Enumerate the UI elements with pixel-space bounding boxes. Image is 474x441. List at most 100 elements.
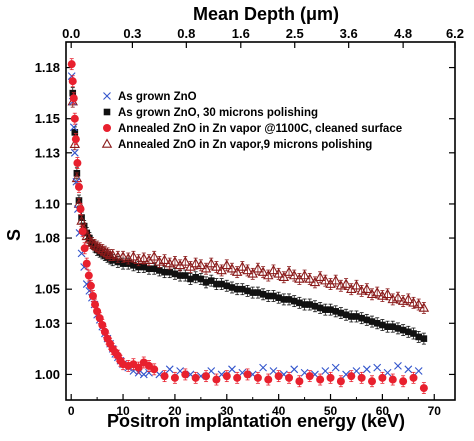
data-point xyxy=(330,275,341,285)
data-point xyxy=(148,251,160,261)
data-point xyxy=(244,287,251,295)
legend-marker-3 xyxy=(101,138,113,148)
data-point xyxy=(309,276,321,287)
legend-label-0: As grown ZnO xyxy=(118,91,197,103)
data-point xyxy=(150,365,159,374)
data-point xyxy=(413,298,424,309)
data-point xyxy=(399,377,408,386)
data-point xyxy=(351,280,362,290)
series-2 xyxy=(67,58,428,394)
data-point xyxy=(84,271,93,280)
y-axis-title: S xyxy=(4,229,24,241)
data-point xyxy=(95,314,104,323)
data-point xyxy=(231,266,243,276)
data-point xyxy=(207,277,215,284)
data-point xyxy=(399,326,407,334)
data-point-stroke xyxy=(414,367,423,375)
data-point xyxy=(283,266,295,276)
data-point xyxy=(382,288,393,299)
data-point xyxy=(161,268,168,276)
data-point xyxy=(420,335,428,342)
x-tick-label: 0 xyxy=(68,404,75,418)
data-point xyxy=(378,373,387,382)
data-point xyxy=(327,306,334,313)
legend-label-1: As grown ZnO, 30 microns polishing xyxy=(118,107,318,119)
data-point-stroke xyxy=(404,365,413,374)
top-tick-label: 1.6 xyxy=(232,26,250,41)
data-point xyxy=(249,289,257,296)
data-point xyxy=(275,294,282,302)
data-point xyxy=(242,264,253,275)
data-point xyxy=(233,285,241,293)
y-tick-label: 1.13 xyxy=(35,145,60,160)
data-point xyxy=(239,285,246,293)
legend-label-3: Annealed ZnO in Zn vapor,9 microns polis… xyxy=(118,139,372,151)
data-point xyxy=(89,239,100,249)
data-point xyxy=(190,257,201,268)
data-point xyxy=(71,129,79,136)
legend-marker-1 xyxy=(103,108,111,116)
data-point xyxy=(270,292,277,300)
data-point xyxy=(299,269,310,280)
data-point xyxy=(415,333,422,341)
data-point xyxy=(150,265,158,273)
x-tick-label: 20 xyxy=(168,404,182,418)
data-point xyxy=(159,254,170,264)
data-point xyxy=(362,365,371,374)
data-point xyxy=(336,377,345,386)
legend: As grown ZnO As grown ZnO, 30 microns pol… xyxy=(101,91,402,151)
data-point xyxy=(320,275,331,285)
x-axis-title: Positron implantation energy (keV) xyxy=(107,411,405,431)
data-point xyxy=(274,372,283,381)
data-point xyxy=(253,373,262,382)
data-point xyxy=(410,330,417,337)
data-point xyxy=(273,268,284,278)
data-point-stroke xyxy=(176,367,184,375)
data-point xyxy=(91,300,100,309)
data-point xyxy=(135,263,142,271)
data-point xyxy=(384,323,391,330)
data-point xyxy=(218,280,225,288)
data-point xyxy=(68,77,77,86)
data-point xyxy=(252,263,264,273)
top-axis-title: Mean Depth (μm) xyxy=(193,4,339,24)
data-point xyxy=(94,242,105,253)
data-point xyxy=(74,182,83,191)
y-tick-label: 1.18 xyxy=(35,60,60,75)
data-point xyxy=(128,251,139,261)
data-point-stroke xyxy=(362,365,371,374)
data-point xyxy=(76,205,85,214)
data-point xyxy=(321,367,330,375)
data-point-stroke xyxy=(373,363,382,372)
data-point xyxy=(342,311,350,319)
data-point xyxy=(301,301,308,308)
data-point-stroke xyxy=(269,367,278,375)
data-point-stroke xyxy=(69,123,78,132)
data-point xyxy=(296,299,303,307)
data-point xyxy=(165,365,174,374)
y-tick-label: 1.10 xyxy=(35,196,60,211)
data-point-stroke xyxy=(321,367,330,375)
data-point xyxy=(373,363,382,372)
data-point xyxy=(305,372,314,381)
data-point xyxy=(99,246,111,256)
data-point xyxy=(311,302,319,310)
data-point xyxy=(326,373,335,382)
data-point xyxy=(212,375,221,384)
data-point-stroke xyxy=(228,365,236,374)
data-point xyxy=(170,373,179,382)
data-point xyxy=(211,261,222,271)
top-tick-label: 3.6 xyxy=(340,26,358,41)
data-point xyxy=(69,123,78,132)
data-point xyxy=(389,323,397,330)
data-point xyxy=(347,372,356,381)
data-point-stroke xyxy=(394,362,402,370)
x-tick-label: 40 xyxy=(272,404,286,418)
data-point xyxy=(156,267,163,274)
data-point xyxy=(331,363,340,372)
data-point xyxy=(403,293,414,304)
data-point xyxy=(119,260,127,267)
data-point xyxy=(404,365,413,374)
data-point xyxy=(322,306,329,313)
